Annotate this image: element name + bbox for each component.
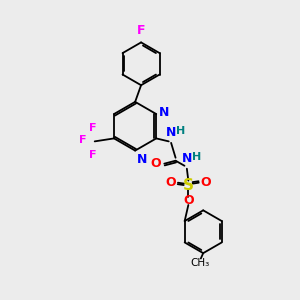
Text: N: N: [166, 126, 176, 139]
Text: S: S: [183, 178, 194, 193]
Text: F: F: [89, 123, 97, 133]
Text: N: N: [136, 153, 147, 166]
Text: O: O: [150, 157, 161, 170]
Text: N: N: [182, 152, 192, 165]
Text: H: H: [176, 126, 186, 136]
Text: N: N: [159, 106, 169, 119]
Text: F: F: [79, 135, 86, 145]
Text: CH₃: CH₃: [190, 259, 209, 269]
Text: F: F: [89, 150, 97, 160]
Text: H: H: [192, 152, 202, 162]
Text: O: O: [183, 194, 194, 207]
Text: O: O: [165, 176, 176, 189]
Text: O: O: [201, 176, 212, 189]
Text: F: F: [137, 24, 145, 37]
